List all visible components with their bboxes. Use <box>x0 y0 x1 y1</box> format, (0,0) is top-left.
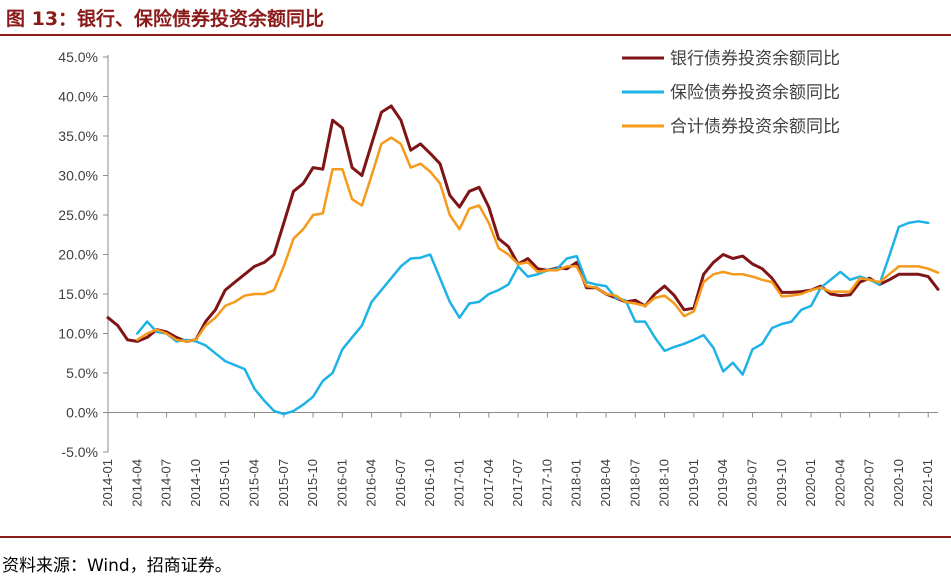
y-tick-label: 30.0% <box>58 168 98 184</box>
x-tick-label: 2020-10 <box>891 459 906 507</box>
x-tick-label: 2020-07 <box>862 459 877 507</box>
y-axis: -5.0% 0.0% 5.0% 10.0% 15.0% 20.0% 25.0% 30.0% 35… <box>58 49 109 460</box>
y-tick-label: 45.0% <box>58 49 98 65</box>
legend-label-3: 合计债券投资余额同比 <box>670 117 840 137</box>
x-axis: 2014-01 2014-04 2014-07 2014-10 2015-01 2015-… <box>100 412 938 507</box>
x-tick-label: 2019-04 <box>715 459 730 507</box>
x-tick-label: 2020-01 <box>803 459 818 507</box>
x-tick-label: 2016-01 <box>334 459 349 507</box>
x-tick-label: 2018-10 <box>657 459 672 507</box>
x-tick-label: 2016-10 <box>422 459 437 507</box>
y-tick-label: 0.0% <box>66 405 98 421</box>
x-tick-label: 2018-07 <box>627 459 642 507</box>
figure-title: 图 13：银行、保险债券投资余额同比 <box>6 8 325 30</box>
title-rule <box>0 34 951 36</box>
x-tick-label: 2020-04 <box>832 459 847 507</box>
x-tick-label: 2019-01 <box>686 459 701 507</box>
series-layer <box>106 104 940 416</box>
source-rule <box>0 536 951 538</box>
x-tick-label: 2014-10 <box>188 459 203 507</box>
x-tick-label: 2019-07 <box>744 459 759 507</box>
series-line-3 <box>136 136 940 343</box>
x-tick-label: 2019-10 <box>774 459 789 507</box>
x-tick-label: 2017-07 <box>510 459 525 507</box>
x-tick-label: 2017-10 <box>539 459 554 507</box>
series-line-1 <box>106 104 940 343</box>
y-tick-label: 15.0% <box>58 286 98 302</box>
y-tick-label: 10.0% <box>58 326 98 342</box>
y-tick-label: 25.0% <box>58 207 98 223</box>
x-tick-label: 2015-01 <box>217 459 232 507</box>
y-tick-label: -5.0% <box>61 444 98 460</box>
x-tick-label: 2016-07 <box>393 459 408 507</box>
source-note: 资料来源：Wind，招商证券。 <box>2 556 232 576</box>
y-tick-label: 40.0% <box>58 89 98 105</box>
line-chart: -5.0% 0.0% 5.0% 10.0% 15.0% 20.0% 25.0% 30.0% 35… <box>58 49 940 507</box>
x-tick-label: 2014-01 <box>100 459 115 507</box>
x-tick-label: 2015-07 <box>276 459 291 507</box>
x-tick-label: 2017-04 <box>481 459 496 507</box>
x-tick-label: 2015-04 <box>246 459 261 507</box>
x-tick-label: 2016-04 <box>364 459 379 507</box>
x-tick-label: 2018-01 <box>569 459 584 507</box>
y-tick-label: 20.0% <box>58 247 98 263</box>
x-tick-label: 2015-10 <box>305 459 320 507</box>
legend-label-2: 保险债券投资余额同比 <box>670 83 840 103</box>
y-tick-label: 35.0% <box>58 128 98 144</box>
x-tick-label: 2014-04 <box>129 459 144 507</box>
x-tick-label: 2014-07 <box>159 459 174 507</box>
series-line-2 <box>136 220 930 416</box>
x-tick-label: 2018-04 <box>598 459 613 507</box>
legend-label-1: 银行债券投资余额同比 <box>670 49 840 69</box>
x-tick-label: 2017-01 <box>452 459 467 507</box>
y-tick-label: 5.0% <box>66 365 98 381</box>
x-tick-label: 2021-01 <box>920 459 935 507</box>
